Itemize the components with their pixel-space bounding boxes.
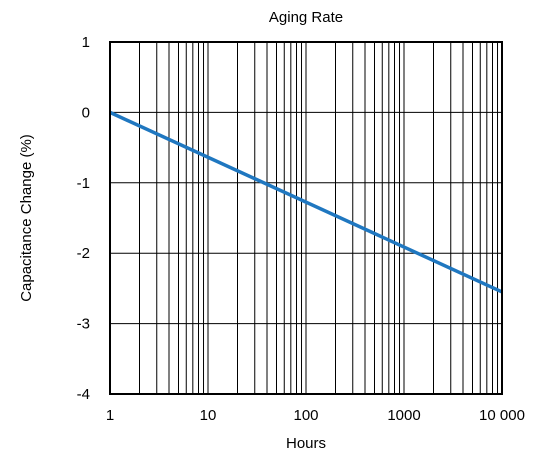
y-tick-label: 0 [82,104,90,121]
y-tick-label: -2 [77,245,90,262]
y-tick-label: -4 [77,386,90,403]
x-tick-label: 100 [293,407,318,424]
y-tick-label: -1 [77,175,90,192]
y-tick-labels: 1 0 -1 -2 -3 -4 [77,34,90,403]
x-tick-label: 1000 [387,407,420,424]
y-tick-label: 1 [82,34,90,51]
y-axis-label: Capacitance Change (%) [18,134,35,302]
x-tick-label: 10 [200,407,217,424]
y-tick-label: -3 [77,316,90,333]
chart-title: Aging Rate [269,9,343,26]
x-tick-label: 10 000 [479,407,525,424]
plot-frame [109,41,503,395]
x-axis-label: Hours [286,435,326,452]
x-tick-label: 1 [106,407,114,424]
series-line [109,110,503,294]
series-layer [109,110,503,294]
x-tick-labels: 1 10 100 1000 10 000 [106,407,525,424]
grid-lines [110,42,502,394]
